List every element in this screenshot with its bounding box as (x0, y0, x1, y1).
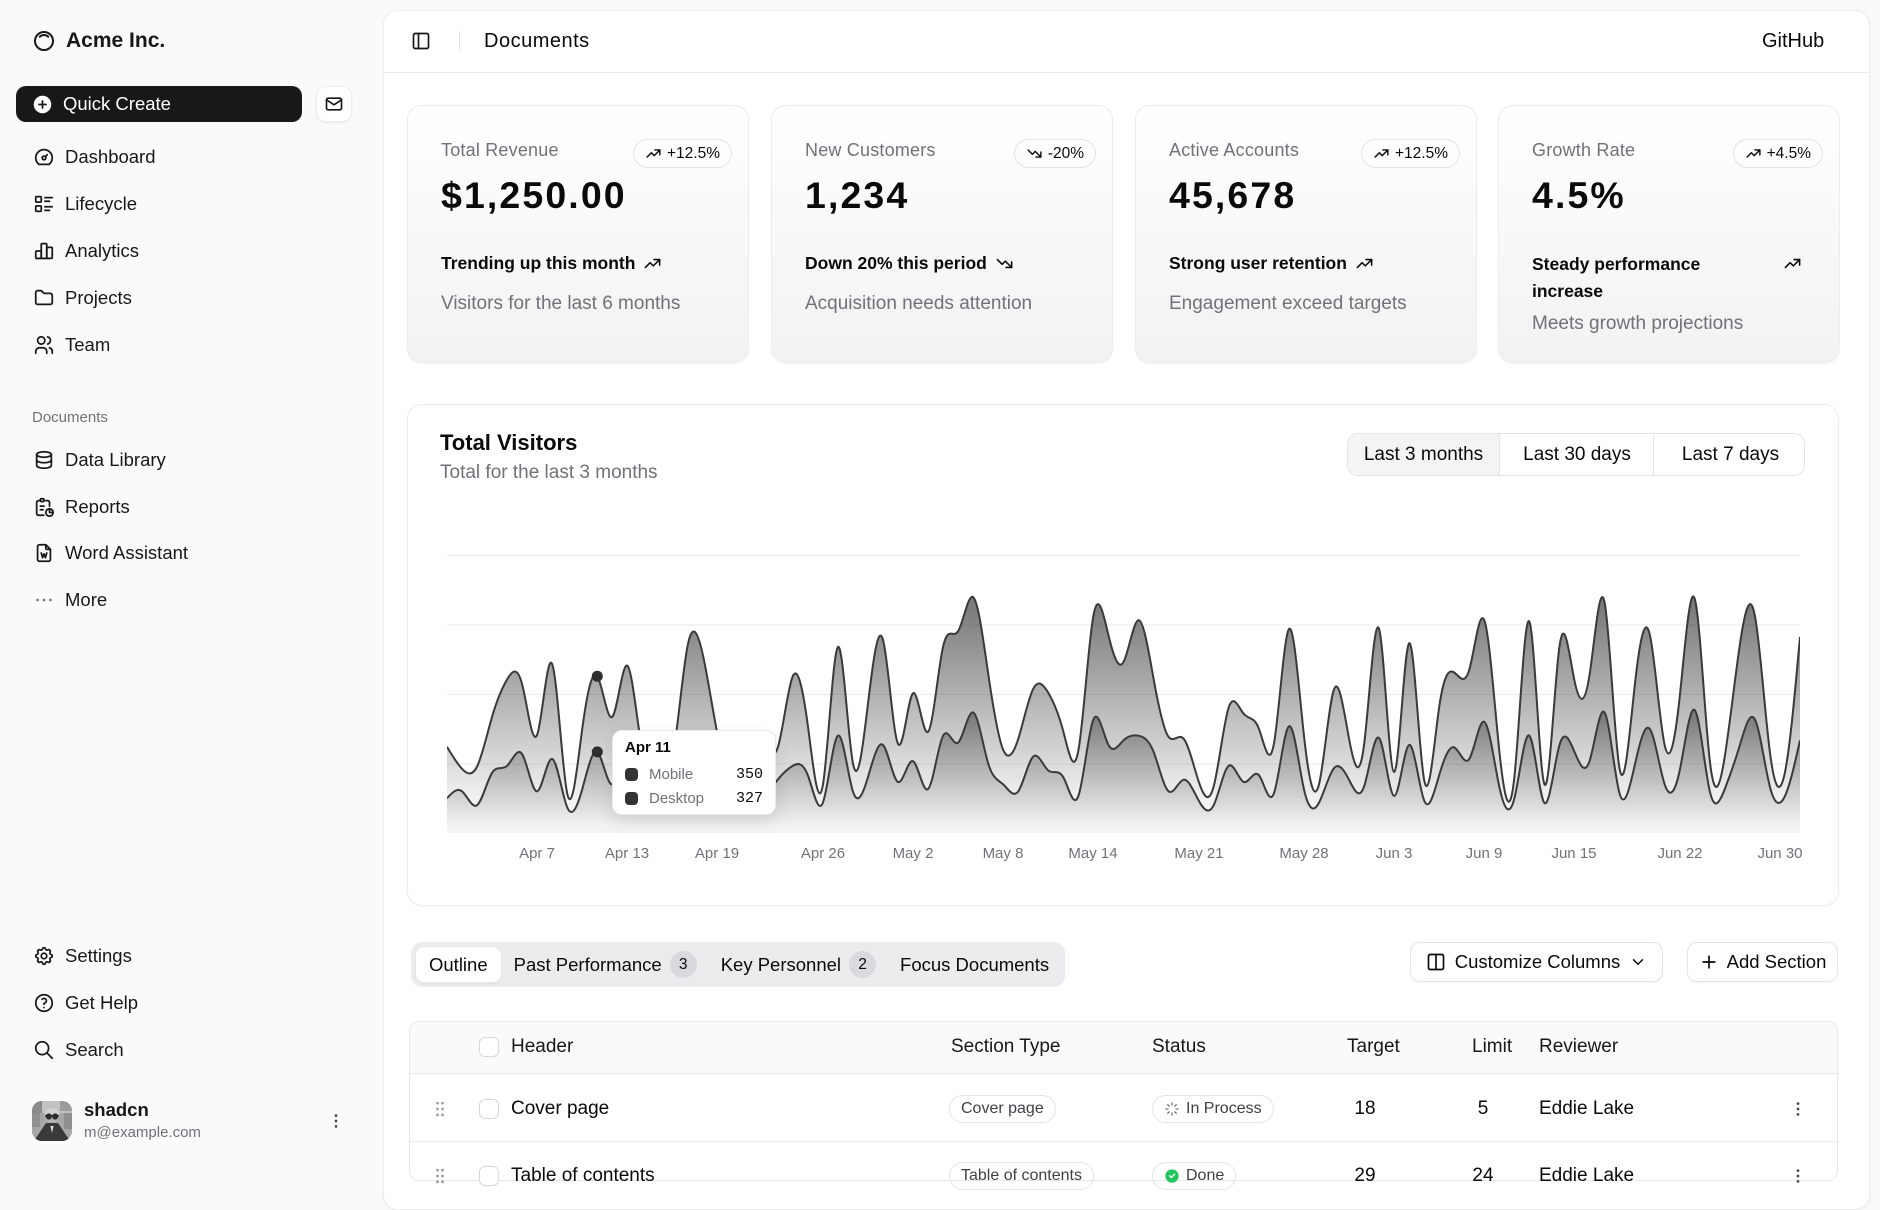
svg-text:Jun 15: Jun 15 (1551, 845, 1596, 862)
svg-text:May 2: May 2 (893, 845, 934, 862)
svg-text:Jun 9: Jun 9 (1466, 845, 1503, 862)
svg-text:May 8: May 8 (983, 845, 1024, 862)
svg-text:Jun 3: Jun 3 (1376, 845, 1413, 862)
svg-text:Jun 30: Jun 30 (1757, 845, 1802, 862)
svg-text:Jun 22: Jun 22 (1657, 845, 1702, 862)
svg-text:May 14: May 14 (1068, 845, 1117, 862)
svg-text:Apr 19: Apr 19 (695, 845, 739, 862)
svg-text:Apr 13: Apr 13 (605, 845, 649, 862)
svg-text:Apr 7: Apr 7 (519, 845, 555, 862)
svg-text:Apr 26: Apr 26 (801, 845, 845, 862)
svg-text:May 28: May 28 (1279, 845, 1328, 862)
svg-text:May 21: May 21 (1174, 845, 1223, 862)
